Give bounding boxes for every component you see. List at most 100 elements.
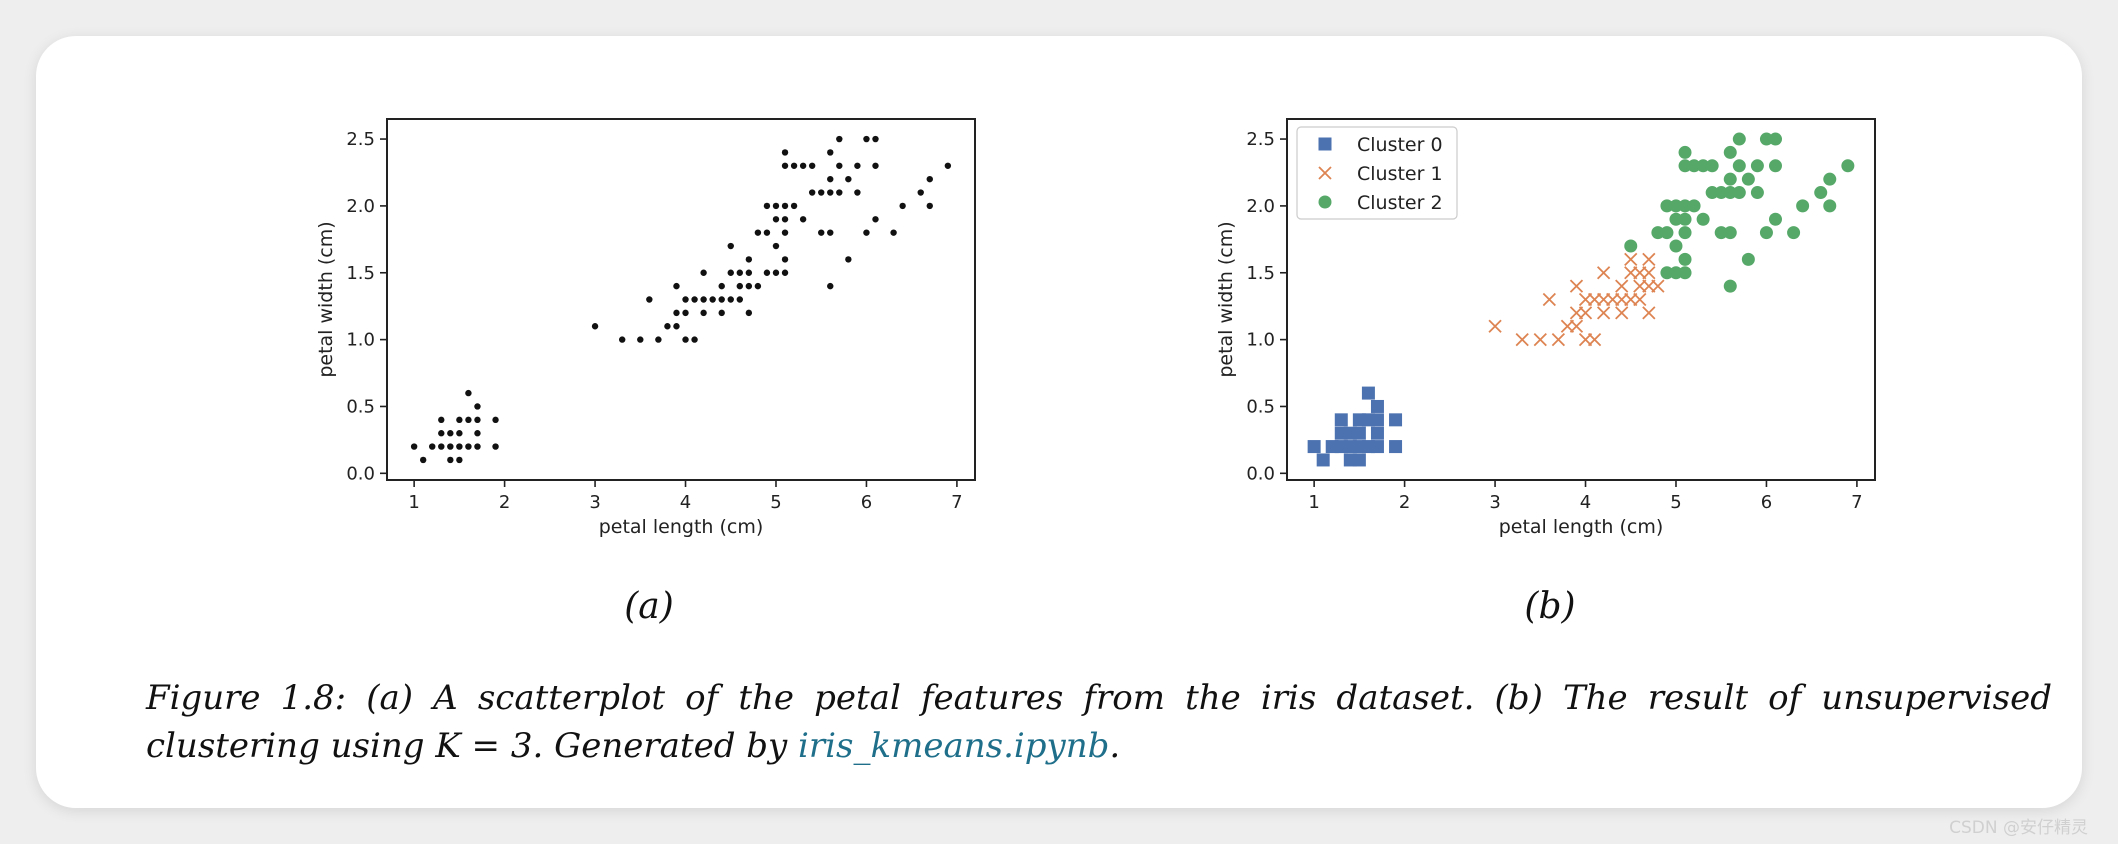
data-point-stroke <box>1596 306 1611 320</box>
data-point-stroke <box>1542 292 1556 307</box>
y-tick-label: 1.0 <box>1246 330 1275 351</box>
legend-marker <box>1318 166 1332 180</box>
x-tick-label: 7 <box>951 492 962 513</box>
x-tick-label: 2 <box>1399 492 1410 513</box>
data-point <box>1678 199 1692 213</box>
data-point <box>1678 266 1692 280</box>
x-tick-label: 5 <box>1670 492 1681 513</box>
data-point <box>1750 159 1764 173</box>
data-point <box>492 416 499 424</box>
legend-label: Cluster 0 <box>1357 134 1443 156</box>
data-point <box>808 162 816 169</box>
data-point <box>926 202 933 210</box>
data-point <box>465 389 472 397</box>
data-point <box>673 323 680 330</box>
data-point <box>1823 199 1837 213</box>
data-point <box>637 336 644 343</box>
data-point <box>492 443 499 450</box>
data-point <box>1678 212 1692 226</box>
data-point <box>754 282 762 290</box>
data-point <box>1678 252 1692 266</box>
legend-box <box>1296 126 1458 220</box>
panel-b-label: (b) <box>1524 586 1576 627</box>
data-point <box>1569 279 1584 293</box>
y-tick-label: 2.5 <box>346 129 375 150</box>
data-point-stroke <box>1515 332 1529 347</box>
data-point <box>673 309 680 317</box>
caption-line-2: clustering using K = 3. Generated by iri… <box>146 722 2052 770</box>
x-tick-label: 1 <box>1308 492 1319 513</box>
data-point-stroke <box>1533 332 1547 347</box>
data-point-stroke <box>1551 332 1566 347</box>
data-point <box>827 149 834 156</box>
plot-frame <box>1286 118 1876 481</box>
data-point <box>447 430 454 437</box>
data-point <box>836 189 843 196</box>
data-point <box>682 336 689 343</box>
data-point-stroke <box>1578 306 1593 320</box>
data-point <box>1587 332 1602 347</box>
data-point <box>1615 306 1629 320</box>
data-point <box>872 135 879 143</box>
y-tick-label: 2.5 <box>1246 129 1275 150</box>
data-point <box>808 189 816 196</box>
data-point <box>827 175 834 183</box>
data-point <box>781 256 789 263</box>
caption-notebook-link[interactable]: iris_kmeans.ipynb <box>798 726 1110 766</box>
data-point <box>673 282 680 290</box>
data-point <box>1796 199 1810 213</box>
panel-a-label: (a) <box>624 586 674 627</box>
data-point <box>1370 413 1384 427</box>
data-point <box>1669 266 1683 280</box>
data-point <box>745 309 753 317</box>
data-points <box>410 135 952 464</box>
data-point <box>1678 145 1692 159</box>
data-point <box>664 323 671 330</box>
data-point <box>827 282 834 290</box>
data-point <box>700 269 707 276</box>
data-point <box>619 336 626 343</box>
data-point <box>1515 332 1529 347</box>
data-point <box>1370 426 1384 440</box>
data-point-stroke <box>1615 306 1629 320</box>
x-axis-label: petal length (cm) <box>599 516 764 538</box>
data-point <box>700 309 707 317</box>
data-point <box>727 242 734 250</box>
data-point <box>781 216 789 223</box>
data-point <box>1696 159 1710 173</box>
y-tick-label: 0.5 <box>346 396 375 417</box>
data-point <box>1596 306 1611 320</box>
data-point <box>1687 199 1701 213</box>
data-point <box>682 309 689 317</box>
data-point <box>1370 399 1384 413</box>
data-point <box>1307 440 1321 454</box>
data-point <box>727 296 734 303</box>
data-point <box>1768 212 1782 226</box>
data-point-stroke <box>1488 319 1502 333</box>
data-point <box>1696 212 1710 226</box>
data-point <box>845 256 852 263</box>
data-point <box>1732 132 1746 146</box>
data-point <box>1669 199 1683 213</box>
data-point <box>456 416 463 424</box>
data-point <box>465 443 472 450</box>
data-point-stroke <box>1642 266 1656 280</box>
data-point <box>1389 413 1403 427</box>
data-point-stroke <box>1624 252 1638 267</box>
y-tick-label: 1.5 <box>346 263 375 284</box>
data-point <box>736 296 743 303</box>
data-point <box>1642 252 1656 267</box>
x-tick-label: 2 <box>499 492 510 513</box>
data-point <box>465 416 472 424</box>
data-point <box>1488 319 1502 333</box>
data-point <box>1705 186 1719 200</box>
data-point <box>1678 159 1692 173</box>
data-point <box>1723 186 1737 200</box>
data-point <box>1759 226 1773 240</box>
data-point <box>1723 145 1737 159</box>
x-tick-label: 1 <box>408 492 419 513</box>
legend: Cluster 0 Cluster 1 Cluster 2 <box>1296 126 1458 220</box>
y-axis-label: petal width (cm) <box>1215 221 1237 377</box>
data-point <box>818 189 825 196</box>
